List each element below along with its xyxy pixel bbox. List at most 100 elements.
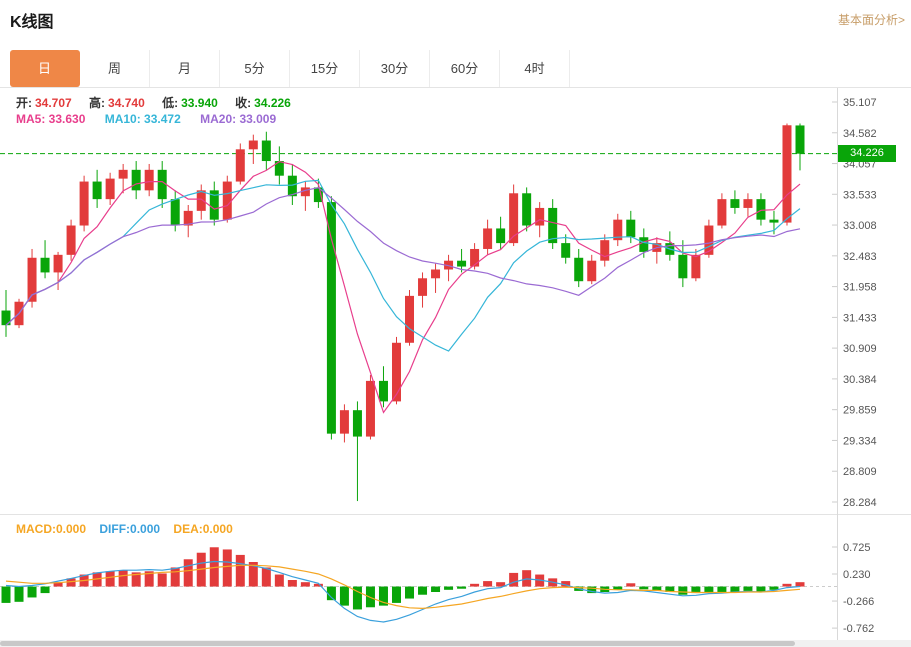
candle-body — [1, 310, 11, 326]
fundamental-analysis-link[interactable]: 基本面分析> — [837, 13, 905, 27]
candle-body — [261, 140, 271, 162]
current-price-badge: 34.226 — [838, 145, 896, 163]
macd-bar — [470, 583, 480, 587]
macd-bar — [235, 554, 245, 587]
ma20-value: MA20: 33.009 — [200, 112, 277, 126]
macd-readout: MACD:0.000 DIFF:0.000 DEA:0.000 — [16, 522, 243, 536]
close-label: 收: — [235, 96, 252, 110]
macd-bar — [261, 567, 271, 587]
ohlc-readout: 开: 34.707 高: 34.740 低: 33.940 收: 34.226 — [16, 94, 305, 111]
price-axis-label: 30.909 — [843, 343, 877, 355]
macd-bar — [431, 586, 441, 592]
candle-body — [183, 210, 193, 226]
candle-body — [717, 199, 727, 226]
macd-bar — [743, 586, 753, 591]
macd-bar — [444, 586, 454, 590]
candle-body — [457, 260, 467, 267]
high-label: 高: — [89, 96, 106, 110]
ma10-value: MA10: 33.472 — [104, 112, 181, 126]
ma20-line — [5, 187, 801, 326]
candle-body — [274, 161, 284, 176]
dea-line — [5, 564, 801, 610]
tab-15min[interactable]: 15分 — [290, 50, 360, 87]
candle-body — [795, 125, 805, 154]
candle-body — [27, 257, 37, 302]
macd-bar — [27, 586, 37, 598]
chart-scrollbar[interactable] — [0, 640, 911, 647]
macd-bar — [769, 586, 779, 590]
candle-body — [352, 410, 362, 437]
candle-body — [678, 254, 688, 279]
candle-body — [391, 342, 401, 402]
macd-bar — [313, 583, 323, 587]
candle-body — [144, 169, 154, 191]
price-axis-label: 29.334 — [843, 435, 877, 447]
macd-bar — [170, 567, 180, 587]
candle-body — [118, 169, 128, 179]
macd-bar — [509, 572, 519, 587]
open-label: 开: — [16, 96, 32, 110]
open-value: 34.707 — [35, 96, 72, 110]
macd-bar — [652, 586, 662, 591]
close-value: 34.226 — [254, 96, 291, 110]
tab-4hour[interactable]: 4时 — [500, 50, 570, 87]
tab-30min[interactable]: 30分 — [360, 50, 430, 87]
macd-bar — [144, 571, 154, 587]
macd-bar — [561, 581, 571, 587]
ma-readout: MA5: 33.630 MA10: 33.472 MA20: 33.009 — [16, 112, 292, 126]
macd-bar — [339, 586, 349, 606]
macd-bar — [665, 586, 675, 592]
diff-line — [5, 560, 801, 623]
candle-body — [470, 248, 480, 267]
low-label: 低: — [162, 96, 179, 110]
candle-body — [639, 237, 649, 252]
scrollbar-thumb[interactable] — [0, 641, 795, 646]
candle-body — [209, 190, 219, 220]
candle-body — [496, 228, 506, 244]
macd-bar — [157, 573, 167, 587]
macd-bar — [405, 586, 415, 599]
macd-bar — [326, 586, 336, 601]
price-axis-label: 34.582 — [843, 128, 877, 140]
macd-bar — [391, 586, 401, 603]
tab-60min[interactable]: 60分 — [430, 50, 500, 87]
candle-body — [157, 169, 167, 200]
macd-bar — [678, 586, 688, 595]
kline-chart-canvas[interactable]: 35.10734.58234.05733.53333.00832.48331.9… — [0, 88, 911, 640]
macd-bar — [730, 586, 740, 592]
candle-body — [326, 202, 336, 434]
tab-month[interactable]: 月 — [150, 50, 220, 87]
period-tabs: 日 周 月 5分 15分 30分 60分 4时 — [0, 50, 911, 88]
candle-body — [730, 199, 740, 208]
tab-week[interactable]: 周 — [80, 50, 150, 87]
macd-axis-label: -0.762 — [843, 623, 874, 635]
candle-body — [535, 207, 545, 226]
macd-bar — [274, 574, 284, 587]
macd-bar — [717, 586, 727, 594]
macd-bar — [457, 586, 467, 589]
macd-axis-label: 0.725 — [843, 542, 871, 554]
price-axis-label: 35.107 — [843, 97, 877, 109]
candle-body — [378, 380, 388, 402]
macd-bar — [66, 578, 76, 587]
price-axis-label: 32.483 — [843, 251, 877, 263]
tab-day[interactable]: 日 — [10, 50, 80, 87]
candle-body — [574, 257, 584, 282]
candle-body — [691, 254, 701, 279]
macd-bar — [1, 586, 11, 603]
macd-bar — [639, 586, 649, 590]
candle-body — [66, 225, 76, 255]
high-value: 34.740 — [108, 96, 145, 110]
macd-bar — [40, 586, 50, 594]
candle-body — [131, 169, 141, 191]
tab-5min[interactable]: 5分 — [220, 50, 290, 87]
macd-value: MACD:0.000 — [16, 522, 87, 536]
macd-bar — [587, 586, 597, 594]
diff-value: DIFF:0.000 — [99, 522, 161, 536]
macd-bar — [248, 562, 258, 587]
candle-body — [587, 260, 597, 282]
macd-bar — [795, 582, 805, 587]
macd-bar — [378, 586, 388, 606]
macd-axis-label: 0.230 — [843, 569, 871, 581]
